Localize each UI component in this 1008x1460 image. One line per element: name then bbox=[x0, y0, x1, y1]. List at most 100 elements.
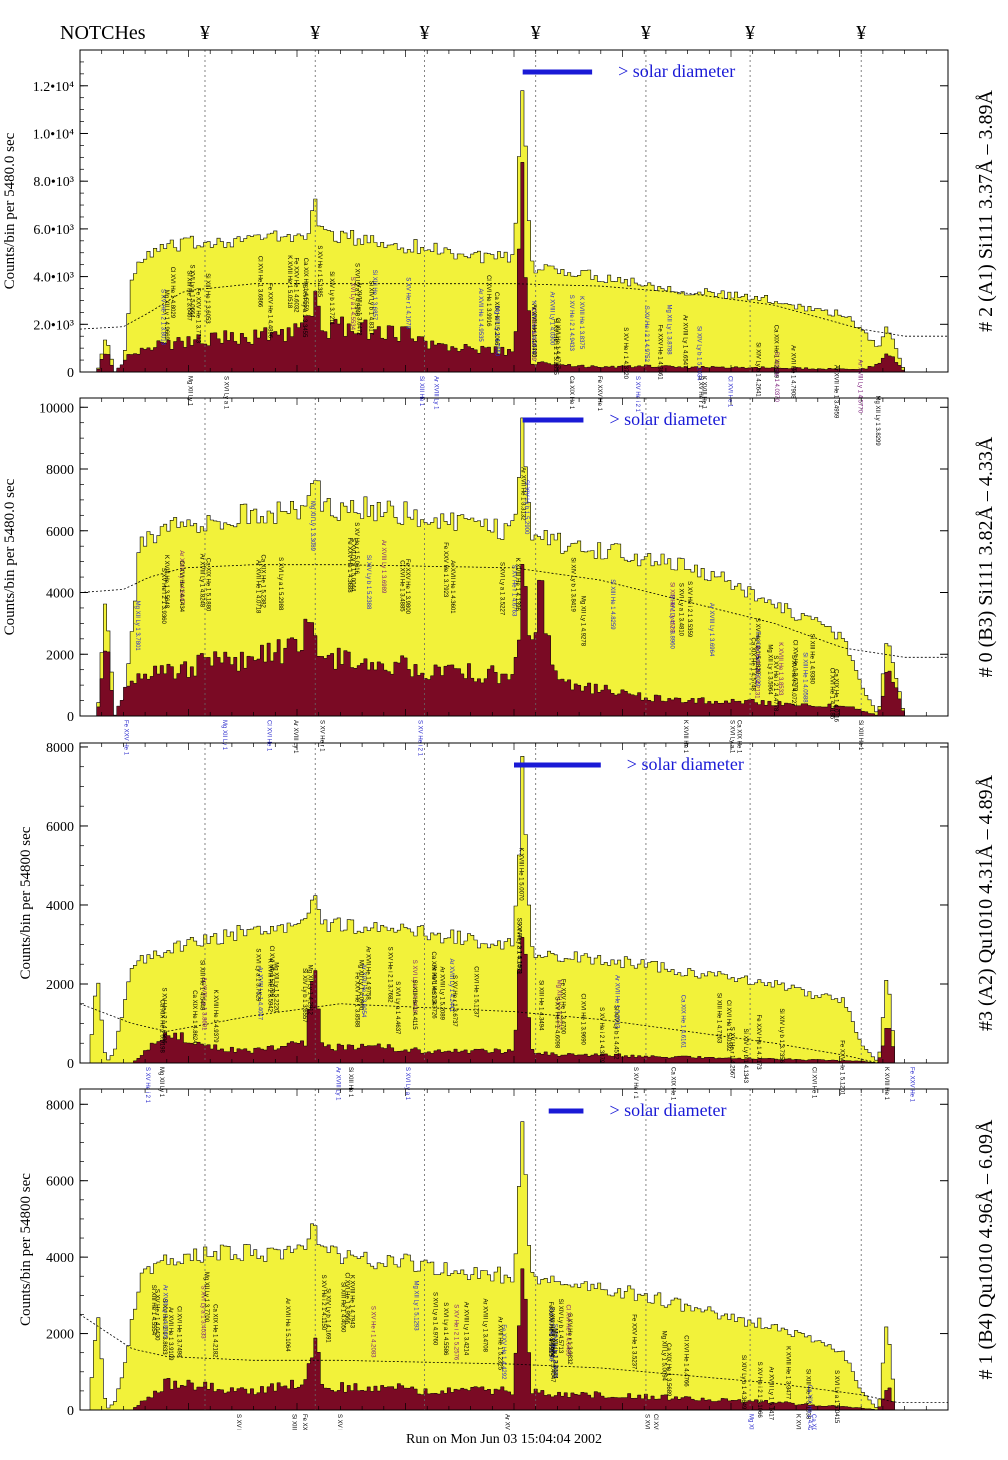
spectral-line-label: Fe XXV He 1 4.6032 bbox=[293, 257, 299, 313]
spectral-line-label: Ar XVII He 1 5.2325 bbox=[496, 1317, 502, 1371]
y-tick-label: 1.0•10⁴ bbox=[33, 127, 74, 142]
spectral-line-label: Mg XII Ly 1 5.1293 bbox=[412, 1280, 418, 1331]
spectral-line-label: Fe XXV He 1 bbox=[122, 720, 128, 756]
y-tick-label: 10000 bbox=[39, 401, 74, 416]
spectral-line-label: Si XIV Ly b 1 5.2388 bbox=[365, 555, 371, 610]
spectral-line-label: Si XIII He 1 4.4115 bbox=[411, 980, 417, 1031]
spectral-line-label: Fe XXV He 1 3.9800 bbox=[404, 559, 410, 615]
y-tick-label: 8000 bbox=[46, 1098, 74, 1113]
spectral-line-label: Mg XII Ly 1 3.3089 bbox=[309, 501, 315, 552]
spectral-line-label: Ar XVIII Ly 1 3.4708 bbox=[481, 1298, 487, 1352]
spectral-line-label: S XV He i 2 1 4.3879 bbox=[598, 1007, 604, 1064]
spectral-line-label: S XV He i 2 1 3.7682 bbox=[386, 947, 392, 1004]
y-tick-label: 8000 bbox=[46, 741, 74, 756]
spectral-line-label: Ar XVIII Ly 1 bbox=[433, 376, 439, 410]
spectral-line-label: Mg XII Ly 1 5.0094 bbox=[661, 1331, 667, 1382]
spectral-line-label: S XVI Ly a 1 bbox=[222, 376, 228, 410]
spectral-line-label: Ar XVIII Ly 1 4.8248 bbox=[199, 554, 205, 608]
spectral-line-label: Si XIV Ly b 1 3.3095 bbox=[552, 1324, 558, 1379]
y-tick-label: 0 bbox=[67, 1057, 74, 1072]
spectral-line-label: Ar XVIII Ly 1 3.6472 bbox=[355, 282, 361, 336]
spectral-line-label: S XVI Ly a 1 5.2988 bbox=[277, 557, 283, 611]
y-tick-label: 2000 bbox=[46, 1328, 74, 1343]
spectral-line-label: S XVI Ly a 1 3.4810 bbox=[678, 583, 684, 637]
spectral-line-label: S XV He i 2 1 5.1820 bbox=[754, 618, 760, 675]
spectral-line-label: Ar XVII He 1 5.1064 bbox=[284, 1298, 290, 1352]
spectral-line-label: K XVIII He 1 3.3477 bbox=[785, 1346, 791, 1400]
spectral-line-label: Mg XII Ly 1 3.8788 bbox=[665, 304, 671, 355]
spectral-line-label: S XV He r 1 4.2567 bbox=[728, 1027, 734, 1079]
spectral-line-label: Si XIII He 1 4.3494 bbox=[537, 980, 543, 1031]
chart-panel-qu1010-a2: S XV He i 2 1 4.8996 Si XIV Ly b 1 4.4572… bbox=[18, 741, 997, 1104]
spectral-line-label: S XV He i 2 1 3.8013 bbox=[159, 289, 165, 346]
spectral-line-label: Ar XVII He 1 3.9109 bbox=[167, 1307, 173, 1361]
spectral-line-label: Fe XXV He 1 3.5029 bbox=[754, 631, 760, 687]
spectral-line-label: Mg XII Ly 1 bbox=[748, 1414, 754, 1430]
spectral-line-label: K XVIII He 1 bbox=[883, 1067, 889, 1101]
spectral-line-label: Cl XVI He 1 3.7498 bbox=[176, 1306, 182, 1358]
spectral-line-label: S XVI Ly a 1 3.3455 bbox=[301, 284, 307, 338]
spectral-line-label: Si XIV Ly b 1 3.7356 bbox=[778, 1008, 784, 1063]
detector-band-label: # 1 (B4) Qu1010 4.96Å – 6.09Å bbox=[975, 1119, 997, 1380]
spectral-line-label: K XVIII He 1 5.0518 bbox=[286, 255, 292, 309]
spectral-line-label: Mg XII Ly 1 3.7801 bbox=[134, 601, 140, 652]
spectral-line-label: Si XIV Ly b 1 4.1691 bbox=[325, 1288, 331, 1343]
spectral-line-label: Fe XXV He 1 4.3688 bbox=[346, 538, 352, 594]
spectral-line-label: Mg XII Ly 1 3.8299 bbox=[874, 396, 880, 447]
spectral-line-label: Ca XIX He 1 bbox=[735, 720, 741, 754]
spectral-line-label: Cl XVI He 1 bbox=[727, 376, 733, 408]
spectral-line-label: S XVI Ly a 1 5.0415 bbox=[833, 1370, 839, 1424]
y-tick-label: 8000 bbox=[46, 463, 74, 478]
chart-panel-si111-a1: S XV He i 2 1 3.8013 Si XIV Ly b 1 4.2641… bbox=[2, 49, 997, 447]
spectral-line-label: Fe XXV He 1 4.9313 bbox=[547, 1302, 553, 1358]
spectral-line-label: S XV He i 2 1 4.9752 bbox=[643, 306, 649, 363]
spectral-line-label: Mg XII Ly 1 4.2912 bbox=[307, 965, 313, 1016]
spectral-line-label: S XV He i 2 1 5.1066 bbox=[756, 1362, 762, 1419]
spectral-line-label: Ca XIX He 1 5.2382 bbox=[259, 554, 265, 608]
spectral-line-label: Ca XIX He 1 5.1880 bbox=[205, 558, 211, 612]
spectral-line-label: Ar XVIII Ly 1 4.2441 bbox=[448, 959, 454, 1013]
spectral-line-label: Ca XIX He 1 4.8746 bbox=[548, 1308, 554, 1362]
spectral-line-label: Si XIII He 1 4.7163 bbox=[716, 993, 722, 1044]
y-tick-label: 6000 bbox=[46, 1175, 74, 1190]
spectral-line-label: K XVIII He 1 4.9379 bbox=[212, 990, 218, 1044]
notches-title: NOTCHes bbox=[60, 22, 146, 44]
spectral-line-label: Si XIII He 1 bbox=[291, 1414, 297, 1430]
y-tick-label: 0 bbox=[67, 1404, 74, 1419]
spectral-line-label: Ar XVIII Ly 1 5.2089 bbox=[439, 966, 445, 1020]
spectral-line-label: S XV He r 1 bbox=[632, 1067, 638, 1099]
spectral-line-label: Fe XXV He 1 3.5237 bbox=[631, 1314, 637, 1370]
notch-mark-4: ¥ bbox=[530, 22, 541, 44]
spectral-line-label: Cl XVI He 1 4.4766 bbox=[683, 1335, 689, 1387]
spectral-line-label: S XVI Ly a 1 bbox=[404, 1067, 410, 1101]
spectral-line-label: S XV He i 2 1 4.1150 bbox=[320, 1275, 326, 1331]
spectral-line-label: K XVIII He 1 4.2478 bbox=[530, 301, 536, 355]
spectral-line-label: Ca XIX He 1 4.7739 bbox=[530, 308, 536, 362]
spectral-line-label: Si XIII He 1 4.0588 bbox=[801, 652, 807, 703]
y-tick-label: 6000 bbox=[46, 525, 74, 540]
spectral-line-label: S XV He i 2 1 bbox=[144, 1067, 150, 1104]
spectral-line-label: K XVIII He 1 bbox=[700, 376, 706, 410]
spectral-line-label: K XVIII He 1 4.1396 bbox=[514, 558, 520, 612]
spectral-line-label: Si XIII He 1 3.4528 bbox=[668, 582, 674, 633]
spectral-line-label: Ar XVIII Ly 1 bbox=[335, 1067, 341, 1101]
spectral-line-label: Cl XVI He 1 4.5186 bbox=[828, 668, 834, 720]
spectra-figure: S XV He i 2 1 3.8013 Si XIV Ly b 1 4.2641… bbox=[2, 49, 997, 1430]
spectral-line-label: Ar XVII He 1 3.3726 bbox=[431, 965, 437, 1019]
spectral-line-label: Fe XXV He 1 bbox=[909, 1067, 915, 1103]
spectral-line-label: S XV He r 1 bbox=[318, 720, 324, 752]
y-axis-label: Counts/bin per 54800 sec bbox=[18, 826, 34, 979]
spectral-line-label: S XVI Ly a 1 bbox=[729, 720, 735, 754]
spectral-line-label: S XVI Ly a 1 4.9760 bbox=[431, 1292, 437, 1346]
spectral-line-label: Si XIV Ly b 1 3.7211 bbox=[328, 271, 334, 326]
spectral-line-label: Si XIV Ly b 1 5.2900 bbox=[523, 480, 529, 535]
spectral-line-label: S XV He r 1 3.9832 bbox=[566, 1313, 572, 1365]
chart-panel-si111-b3: S XV He i 2 1 3.9360 Si XIV Ly b 1 3.8960… bbox=[2, 397, 997, 757]
spectral-line-label: Ca XIX He 1 bbox=[669, 1067, 675, 1101]
spectral-line-label: Ar XVII He 1 4.9758 bbox=[365, 946, 371, 1000]
spectral-line-label: S XVI Ly a 1 5.0044 bbox=[349, 538, 355, 592]
y-tick-label: 2000 bbox=[46, 648, 74, 663]
spectral-line-label: Si XIV Ly b 1 3.8419 bbox=[569, 557, 575, 612]
spectral-line-label: Cl XVI He 1 3.6270 bbox=[791, 640, 797, 692]
spectral-line-label: Ca XIX He 1 4.4259 bbox=[806, 1385, 812, 1430]
